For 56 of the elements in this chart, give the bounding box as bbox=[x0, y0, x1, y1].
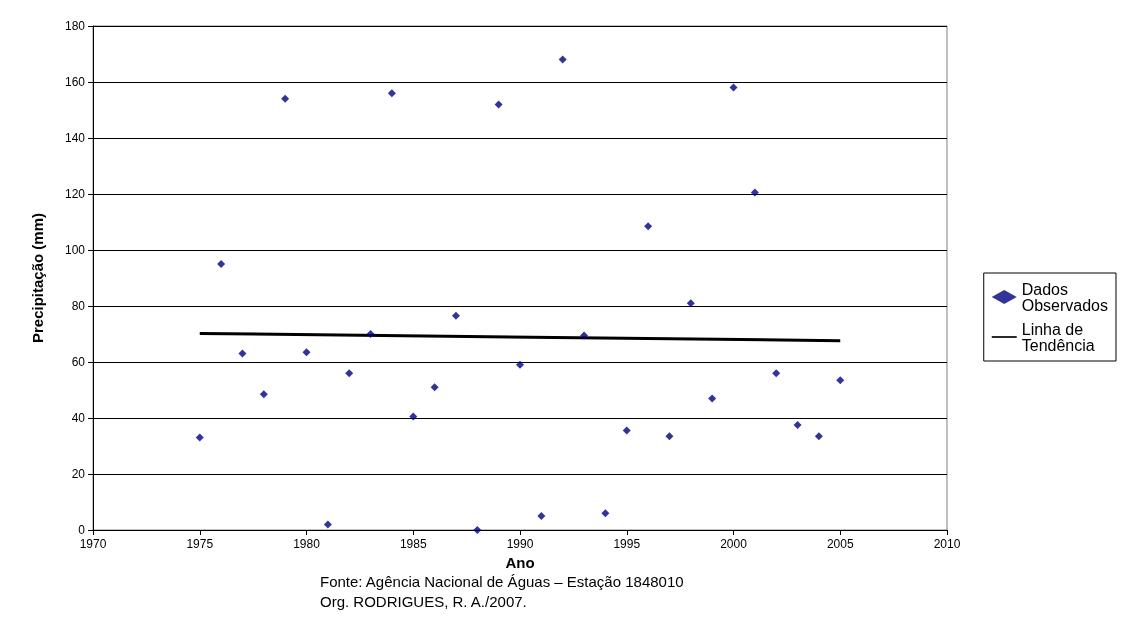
point bbox=[793, 421, 802, 429]
point bbox=[409, 412, 418, 421]
x-tick-label: 1975 bbox=[186, 537, 214, 551]
y-tick-label: 80 bbox=[71, 299, 86, 313]
text: Org. RODRIGUES, R. A./2007. bbox=[320, 593, 527, 610]
x-tick-label: 2005 bbox=[826, 537, 854, 551]
point bbox=[601, 509, 610, 518]
point bbox=[345, 369, 354, 378]
x-tick-label: 2000 bbox=[720, 537, 748, 551]
point bbox=[558, 55, 567, 64]
y-tick-label: 40 bbox=[71, 411, 86, 425]
point bbox=[430, 383, 439, 392]
y-tick-label: 20 bbox=[71, 467, 86, 481]
point bbox=[259, 390, 268, 399]
point bbox=[580, 331, 589, 340]
y-tick-label: 160 bbox=[64, 75, 86, 89]
point bbox=[473, 526, 482, 534]
point bbox=[451, 311, 460, 320]
legend-label: Dados Observados bbox=[1021, 280, 1108, 314]
y-tick-label: 140 bbox=[64, 131, 86, 145]
point bbox=[537, 512, 546, 520]
y-tick-label: 60 bbox=[71, 355, 86, 369]
point bbox=[836, 376, 845, 385]
point bbox=[708, 394, 717, 403]
point bbox=[195, 433, 204, 442]
point bbox=[366, 330, 375, 338]
point bbox=[729, 83, 738, 92]
point bbox=[238, 349, 247, 358]
y-tick-label: 100 bbox=[64, 243, 86, 257]
x-tick-label: 1985 bbox=[399, 537, 427, 551]
y-tick-label: 180 bbox=[64, 19, 86, 33]
point bbox=[622, 426, 631, 435]
point bbox=[665, 432, 674, 441]
x-tick-label: 1980 bbox=[293, 537, 321, 551]
source-note: Fonte: Agência Nacional de Águas – Estação 1848010 bbox=[320, 573, 684, 590]
point bbox=[772, 369, 781, 378]
x-tick-label: 1995 bbox=[613, 537, 641, 551]
x-axis-title: Ano bbox=[505, 553, 535, 571]
point bbox=[516, 360, 524, 369]
y-axis-title: Precipitação (mm) bbox=[29, 212, 46, 344]
point bbox=[494, 100, 503, 109]
x-tick-label: 1970 bbox=[79, 537, 107, 551]
point bbox=[814, 432, 823, 441]
point bbox=[302, 348, 311, 357]
y-tick-label: 120 bbox=[64, 187, 86, 201]
y-tick-label: 0 bbox=[78, 523, 86, 537]
x-tick-label: 2010 bbox=[933, 537, 961, 551]
point bbox=[686, 299, 695, 308]
point bbox=[644, 222, 653, 231]
x-tick-label: 1990 bbox=[506, 537, 534, 551]
point bbox=[281, 94, 290, 103]
legend-label: Linha de Tendência bbox=[1021, 320, 1095, 354]
point bbox=[387, 89, 396, 98]
point bbox=[217, 260, 226, 268]
point bbox=[323, 520, 332, 529]
point bbox=[750, 188, 759, 197]
